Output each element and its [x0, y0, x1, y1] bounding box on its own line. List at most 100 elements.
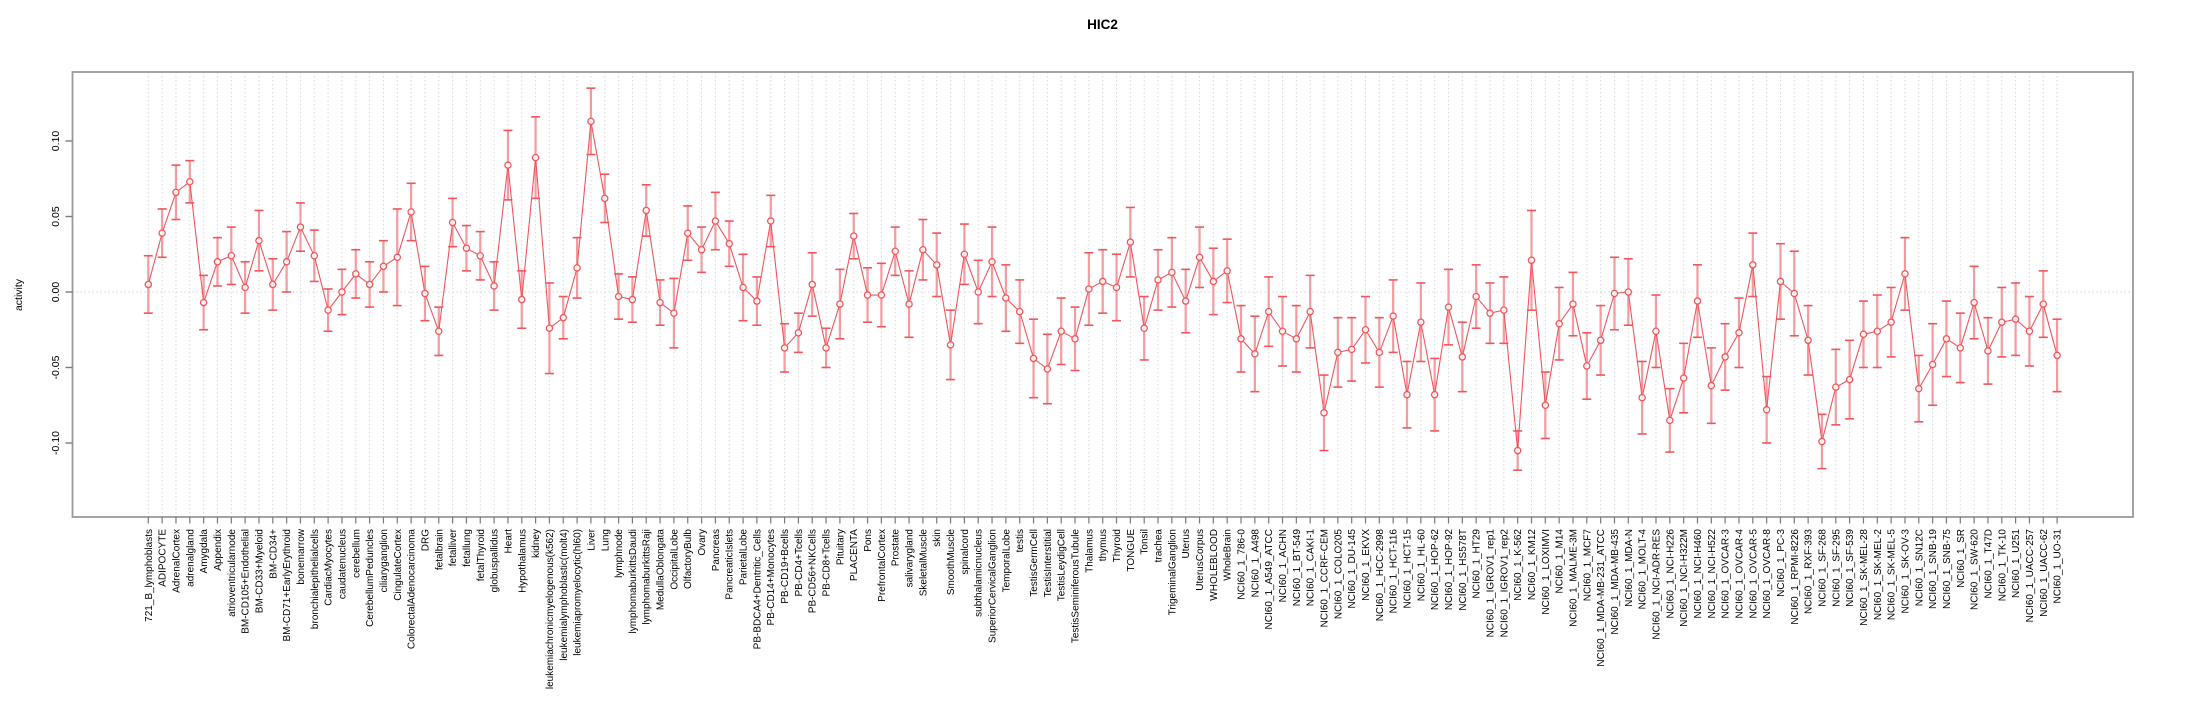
x-axis-label: NCI60_1_DU-145	[1347, 529, 1358, 609]
data-point	[1513, 446, 1522, 455]
data-point	[1002, 294, 1010, 302]
data-point	[531, 153, 540, 162]
x-axis-label: NCI60_1_MDA-N	[1624, 529, 1635, 607]
data-point	[393, 253, 402, 262]
x-axis-label: NCI60_1_IGROV1_rep2	[1499, 529, 1510, 638]
data-point	[1735, 329, 1743, 337]
data-point	[974, 288, 982, 296]
data-point	[1541, 401, 1550, 409]
x-axis-label: PB-CD56+NKCells	[808, 529, 819, 613]
data-point	[656, 298, 664, 307]
data-point	[324, 306, 332, 314]
data-point	[753, 297, 761, 305]
x-axis-label: PB-CD4+Tcells	[794, 529, 805, 597]
x-axis-label: PancreaticIslets	[725, 529, 736, 600]
data-point	[1956, 344, 1965, 352]
x-axis-label: WholeBrain	[1223, 529, 1234, 581]
x-axis-label: NCI60_1_MCF7	[1582, 529, 1593, 602]
data-point	[1624, 288, 1633, 296]
x-axis-label: WHOLEBLOOD	[1209, 529, 1220, 601]
data-point	[683, 229, 692, 237]
x-axis-label: PB-CD19+Bcells	[780, 529, 791, 604]
x-axis-label: NCI60_1_CAKI-1	[1306, 529, 1317, 607]
data-point	[1057, 327, 1065, 336]
x-axis-label: NCI60_1_SF-295	[1831, 529, 1842, 607]
x-axis-label: TestisSeminiferousTubule	[1071, 529, 1082, 644]
data-point	[462, 244, 471, 252]
data-point	[1320, 409, 1328, 417]
x-axis-label: fetalThyroid	[476, 529, 487, 581]
x-axis-label: SuperiorCervicalGanglion	[988, 529, 999, 643]
x-axis-label: Tonsil	[1140, 529, 1151, 555]
x-axis-label: kidney	[531, 529, 542, 558]
data-point	[504, 161, 512, 169]
x-axis-label: NCI60_1_U251	[2011, 529, 2022, 598]
data-point	[448, 218, 457, 227]
x-axis-label: PLACENTA	[849, 529, 860, 581]
x-axis-label: NCI60_1_786-0	[1237, 529, 1248, 600]
data-point	[365, 280, 374, 289]
data-point	[1790, 289, 1799, 298]
data-point	[421, 289, 429, 298]
data-point	[1901, 270, 1909, 278]
x-axis-label: fetalbrain	[434, 529, 445, 570]
data-point	[1278, 327, 1287, 336]
data-point	[186, 178, 194, 186]
data-point	[1444, 303, 1453, 311]
x-axis-label: NCI60_1_CCRF-CEM	[1320, 529, 1331, 627]
data-point	[1264, 307, 1273, 316]
x-axis-label: NCI60_1_NCI-H226	[1665, 529, 1676, 619]
x-axis-label: NCI60_1_A549_ATCC	[1264, 529, 1275, 629]
x-axis-label: Pancreas	[711, 529, 722, 571]
x-axis-label: lymphomaburkittsDaudi	[628, 529, 639, 634]
data-point	[1887, 318, 1895, 326]
data-point	[1251, 350, 1259, 358]
data-point	[1237, 335, 1245, 343]
data-point	[587, 117, 595, 126]
x-axis-label: Thalamus	[1084, 529, 1095, 573]
data-point	[1818, 437, 1826, 446]
data-point	[725, 239, 733, 248]
data-point	[269, 280, 277, 289]
x-axis-label: BM-CD71+EarlyErythroid	[282, 529, 293, 642]
data-point	[1638, 393, 1646, 402]
data-point	[1762, 406, 1771, 414]
data-point	[518, 295, 526, 304]
x-axis-label: NCI60_1_SR	[1956, 529, 1967, 588]
data-point	[794, 329, 803, 337]
x-axis-label: adrenalgland	[185, 529, 196, 587]
data-point	[379, 262, 388, 271]
data-point	[780, 344, 789, 352]
x-axis-label: NCI60_1_HCC-2998	[1375, 529, 1386, 622]
data-point	[1043, 365, 1052, 373]
x-axis-label: fetallung	[462, 529, 473, 567]
x-axis-label: CardiacMyocytes	[324, 529, 335, 606]
data-point	[1749, 261, 1757, 269]
y-axis-tick-label: 0.00	[50, 282, 62, 303]
x-axis-label: NCI60_1_COLO205	[1333, 529, 1344, 619]
data-point	[1334, 348, 1342, 357]
x-axis-label: Pituitary	[835, 529, 846, 565]
x-axis-label: Uterus	[1181, 529, 1192, 558]
x-axis-label: NCI60_1_MALME-3M	[1568, 529, 1579, 627]
x-axis-label: NCI60_1_T47D	[1983, 529, 1994, 598]
data-point	[960, 250, 969, 258]
x-axis-label: AdrenalCortex	[171, 529, 182, 593]
x-axis-label: lymphomaburkittsRaji	[642, 529, 653, 625]
data-point	[836, 300, 844, 308]
x-axis-label: ParietalLobe	[739, 529, 750, 586]
x-axis-label: NCI60_1_SW-620	[1970, 529, 1981, 610]
x-axis-label: NCI60_1_HOP-62	[1430, 529, 1441, 611]
data-point	[172, 188, 180, 197]
data-point	[1168, 268, 1176, 277]
x-axis-label: ciliaryganglion	[379, 529, 390, 592]
data-point	[1583, 362, 1591, 370]
data-point	[849, 232, 858, 240]
x-axis-label: NCI60_1_UACC-257	[2025, 529, 2036, 623]
data-point	[1292, 335, 1301, 343]
x-axis-label: cerebellum	[351, 529, 362, 578]
data-point	[822, 344, 830, 352]
x-axis-label: atrioventricularnode	[227, 529, 238, 617]
data-point	[310, 252, 319, 260]
x-axis-label: NCI60_1_SK-OV-3	[1900, 529, 1911, 614]
